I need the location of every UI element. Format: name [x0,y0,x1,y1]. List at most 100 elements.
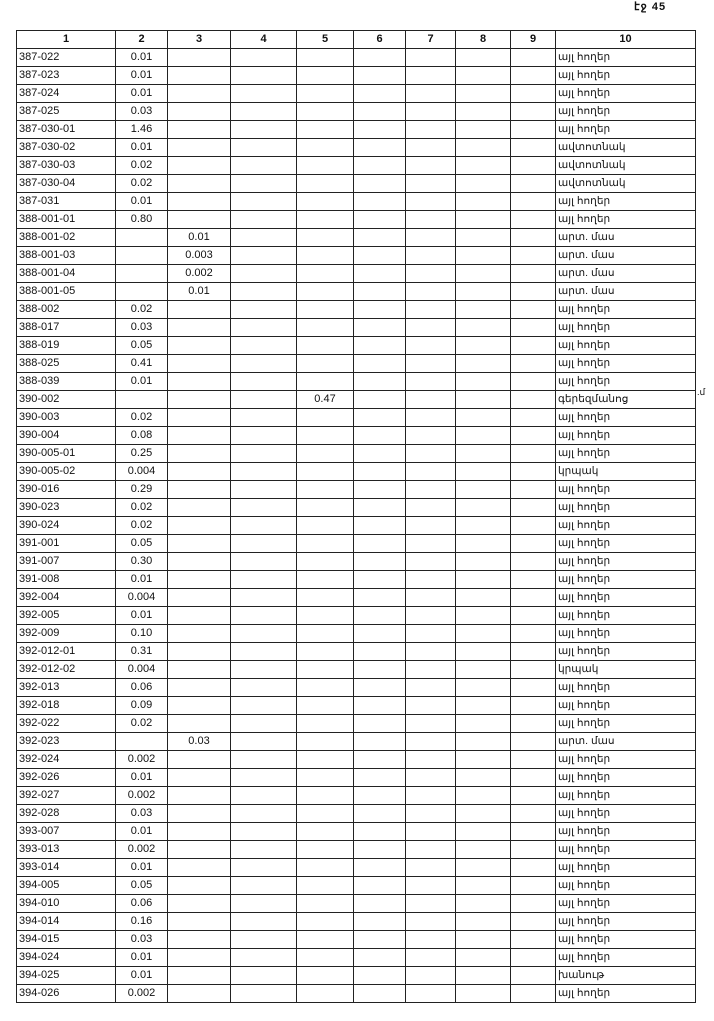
value-cell-col5 [296,930,354,949]
parcel-code-cell: 391-008 [16,570,116,589]
value-cell-col9 [510,84,556,103]
value-cell-col9 [510,444,556,463]
value-cell-col7 [405,714,456,733]
land-parcel-table: 1 2 3 4 5 6 7 8 9 10 387-022 0.01 այլ հողեր 387-023 0… [16,30,696,1003]
value-cell-col2: 0.01 [115,966,168,985]
value-cell-col5 [296,786,354,805]
value-cell-col8 [455,930,511,949]
value-cell-col6 [353,984,406,1003]
value-cell-col7 [405,858,456,877]
land-use-cell: այլ հողեր [555,102,696,121]
land-use-cell: արտ. մաս [555,246,696,265]
value-cell-col2: 0.004 [115,660,168,679]
value-cell-col8 [455,840,511,859]
value-cell-col4 [230,264,297,283]
value-cell-col5 [296,408,354,427]
table-row: 387-031 0.01 այլ հողեր [16,192,696,211]
value-cell-col5 [296,264,354,283]
value-cell-col6 [353,390,406,409]
value-cell-col3 [167,444,231,463]
value-cell-col2: 0.29 [115,480,168,499]
land-use-cell: այլ հողեր [555,498,696,517]
value-cell-col2: 0.01 [115,138,168,157]
table-row: 388-001-01 0.80 այլ հողեր [16,210,696,229]
table-row: 388-017 0.03 այլ հողեր [16,318,696,337]
value-cell-col2: 0.08 [115,426,168,445]
value-cell-col6 [353,84,406,103]
table-row: 390-005-02 0.004 կրպակ [16,462,696,481]
value-cell-col3 [167,516,231,535]
table-row: 388-001-03 0.003 արտ. մաս [16,246,696,265]
value-cell-col6 [353,606,406,625]
table-row: 392-018 0.09 այլ հողեր [16,696,696,715]
value-cell-col3 [167,318,231,337]
table-row: 392-026 0.01 այլ հողեր [16,768,696,787]
value-cell-col6 [353,588,406,607]
value-cell-col5 [296,138,354,157]
value-cell-col2: 0.02 [115,156,168,175]
parcel-code-cell: 388-019 [16,336,116,355]
table-row: 388-001-05 0.01 արտ. մաս [16,282,696,301]
value-cell-col3 [167,984,231,1003]
land-use-cell: այլ հողեր [555,84,696,103]
value-cell-col6 [353,804,406,823]
land-use-cell: այլ հողեր [555,696,696,715]
value-cell-col3 [167,588,231,607]
value-cell-col4 [230,678,297,697]
value-cell-col7 [405,408,456,427]
value-cell-col5 [296,876,354,895]
value-cell-col5 [296,120,354,139]
value-cell-col2: 0.01 [115,372,168,391]
value-cell-col5 [296,516,354,535]
value-cell-col3 [167,822,231,841]
value-cell-col8 [455,462,511,481]
value-cell-col2: 0.004 [115,588,168,607]
value-cell-col6 [353,462,406,481]
value-cell-col6 [353,480,406,499]
parcel-code-cell: 390-005-02 [16,462,116,481]
value-cell-col4 [230,426,297,445]
value-cell-col7 [405,678,456,697]
value-cell-col9 [510,894,556,913]
value-cell-col7 [405,102,456,121]
value-cell-col9 [510,408,556,427]
value-cell-col7 [405,354,456,373]
table-row: 387-030-03 0.02 ավտոտնակ [16,156,696,175]
value-cell-col6 [353,354,406,373]
table-row: 392-004 0.004 այլ հողեր [16,588,696,607]
value-cell-col2: 0.01 [115,822,168,841]
value-cell-col8 [455,192,511,211]
value-cell-col5 [296,192,354,211]
value-cell-col9 [510,822,556,841]
value-cell-col4 [230,390,297,409]
value-cell-col9 [510,714,556,733]
value-cell-col6 [353,174,406,193]
value-cell-col6 [353,48,406,67]
value-cell-col8 [455,318,511,337]
value-cell-col8 [455,750,511,769]
value-cell-col5 [296,912,354,931]
value-cell-col5 [296,552,354,571]
land-use-cell: արտ. մաս [555,228,696,247]
value-cell-col9 [510,768,556,787]
value-cell-col9 [510,192,556,211]
value-cell-col8 [455,894,511,913]
value-cell-col8 [455,624,511,643]
parcel-code-cell: 394-010 [16,894,116,913]
parcel-code-cell: 392-012-02 [16,660,116,679]
parcel-code-cell: 390-002 [16,390,116,409]
column-header-10: 10 [555,30,696,49]
value-cell-col2: 0.01 [115,606,168,625]
value-cell-col5 [296,984,354,1003]
column-header-8: 8 [455,30,511,49]
value-cell-col4 [230,210,297,229]
value-cell-col6 [353,156,406,175]
value-cell-col7 [405,660,456,679]
value-cell-col7 [405,768,456,787]
column-header-7: 7 [405,30,456,49]
value-cell-col3 [167,606,231,625]
value-cell-col7 [405,156,456,175]
value-cell-col9 [510,282,556,301]
value-cell-col9 [510,390,556,409]
land-use-cell: այլ հողեր [555,408,696,427]
